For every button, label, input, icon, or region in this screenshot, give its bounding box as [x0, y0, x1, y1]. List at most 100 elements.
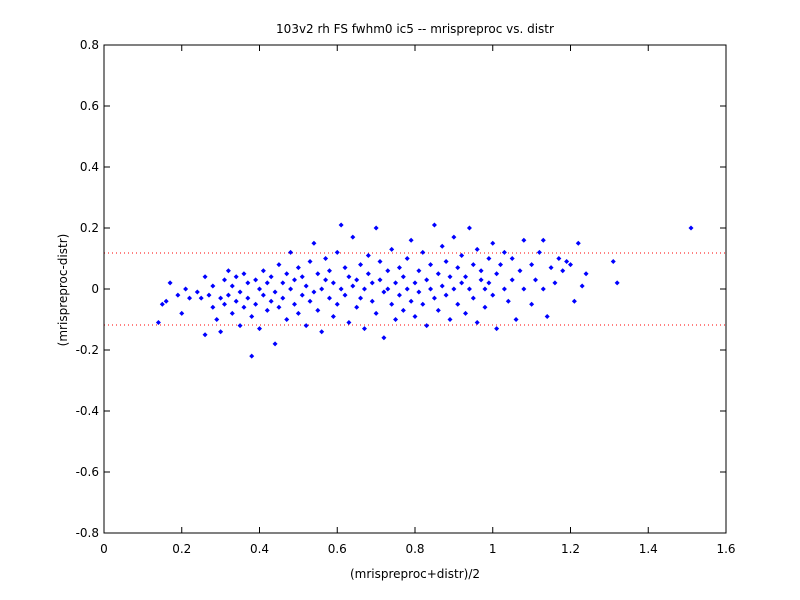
data-point — [257, 286, 262, 292]
data-point — [529, 301, 535, 307]
data-point — [556, 256, 562, 261]
data-point — [435, 307, 441, 313]
y-tick-label: -0.2 — [76, 343, 99, 357]
data-point — [509, 256, 515, 261]
data-point — [466, 225, 472, 231]
data-point — [194, 289, 200, 295]
data-point — [404, 286, 410, 292]
data-point — [439, 283, 445, 289]
data-point — [389, 301, 395, 307]
y-tick-label: 0.6 — [80, 99, 99, 113]
data-point — [498, 262, 504, 268]
data-point — [291, 301, 297, 307]
data-point — [350, 283, 356, 289]
data-point — [288, 249, 294, 255]
data-point — [354, 277, 360, 283]
data-point — [260, 292, 266, 298]
data-point — [350, 234, 356, 240]
data-point — [237, 323, 243, 329]
data-point — [334, 301, 340, 307]
data-point — [218, 329, 224, 335]
data-point — [225, 292, 231, 298]
data-point — [276, 304, 282, 310]
data-point — [202, 274, 208, 280]
data-point — [533, 277, 539, 283]
data-point — [206, 292, 212, 298]
data-point — [276, 262, 282, 268]
data-point — [319, 286, 325, 292]
data-point — [159, 301, 165, 307]
data-point — [253, 277, 259, 283]
data-point — [451, 234, 457, 240]
y-tick-label: 0 — [91, 282, 99, 296]
data-point — [470, 295, 476, 301]
data-point — [478, 268, 484, 274]
data-point — [358, 262, 364, 268]
data-point — [517, 268, 523, 274]
data-point — [428, 286, 434, 292]
data-point — [466, 286, 472, 292]
data-point — [233, 274, 239, 280]
data-point — [548, 265, 554, 271]
data-point — [323, 256, 329, 261]
data-point — [416, 289, 422, 295]
y-tick-label: -0.4 — [76, 404, 99, 418]
data-point — [373, 225, 379, 231]
data-point — [311, 289, 317, 295]
x-tick-label: 0.2 — [172, 542, 191, 556]
data-point — [443, 259, 449, 265]
data-point — [346, 274, 352, 280]
x-tick-label: 1.2 — [561, 542, 580, 556]
data-point — [381, 289, 387, 295]
data-point — [229, 283, 235, 289]
data-point — [443, 292, 449, 298]
data-point — [284, 317, 290, 322]
data-point — [459, 252, 465, 258]
data-point — [295, 310, 301, 316]
data-point — [365, 252, 371, 258]
data-point — [482, 304, 488, 310]
x-tick-label: 0.8 — [405, 542, 424, 556]
data-point — [416, 268, 422, 274]
data-point — [431, 295, 437, 301]
data-point — [505, 298, 511, 304]
data-point — [303, 323, 309, 329]
data-point — [245, 280, 251, 286]
data-point — [257, 326, 262, 332]
data-point — [424, 323, 430, 329]
data-point — [494, 271, 500, 277]
data-point — [307, 298, 313, 304]
data-point — [435, 271, 441, 277]
data-point — [299, 274, 305, 280]
data-point — [513, 317, 519, 322]
data-point — [214, 317, 220, 322]
data-points — [155, 222, 694, 359]
data-point — [303, 283, 309, 289]
data-point — [245, 295, 251, 301]
data-point — [315, 307, 321, 313]
data-point — [521, 237, 527, 243]
data-point — [323, 277, 329, 283]
data-point — [455, 265, 461, 271]
x-tick-label: 0.6 — [328, 542, 347, 556]
data-point — [614, 280, 620, 286]
data-point — [346, 320, 352, 326]
data-point — [501, 286, 507, 292]
y-axis-title: (mrispreproc-distr) — [56, 234, 70, 347]
data-point — [583, 271, 589, 277]
data-point — [241, 271, 247, 277]
data-point — [482, 286, 488, 292]
data-point — [155, 320, 161, 326]
data-point — [540, 286, 546, 292]
data-point — [540, 237, 546, 243]
data-point — [163, 298, 169, 304]
data-point — [490, 240, 496, 246]
data-point — [319, 329, 325, 335]
data-point — [284, 271, 290, 277]
data-point — [175, 292, 181, 298]
y-tick-label: 0.4 — [80, 160, 99, 174]
y-tick-label: -0.8 — [76, 526, 99, 540]
data-point — [544, 313, 550, 319]
y-tick-label: 0.8 — [80, 38, 99, 52]
